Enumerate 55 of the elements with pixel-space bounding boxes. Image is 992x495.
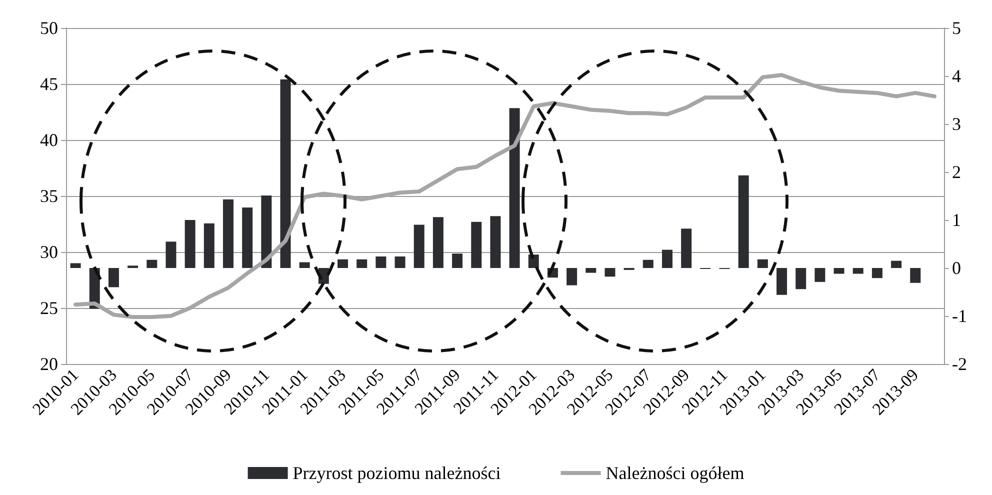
bar — [738, 175, 749, 268]
bar — [70, 263, 81, 268]
bar — [261, 196, 272, 268]
bar — [184, 220, 196, 268]
bar — [414, 224, 424, 268]
y2-tick-label: 3 — [952, 114, 961, 134]
y2-tick-label: 2 — [952, 162, 961, 182]
bar — [490, 216, 501, 268]
bar — [776, 268, 788, 295]
bar — [108, 268, 119, 288]
y-tick-label: 35 — [40, 186, 58, 206]
bar — [356, 259, 368, 268]
bar — [891, 260, 902, 268]
bar — [242, 208, 253, 268]
bar — [394, 256, 406, 268]
y-tick-label: 25 — [40, 298, 58, 318]
bar — [471, 222, 482, 268]
y2-tick-label: 0 — [952, 258, 961, 278]
bar — [204, 223, 214, 268]
bar — [432, 217, 444, 268]
legend-label: Należności ogółem — [606, 463, 744, 483]
bar — [796, 268, 806, 290]
bar — [834, 268, 844, 274]
bar — [872, 268, 882, 278]
bar — [642, 260, 654, 268]
bar — [566, 268, 578, 286]
bar — [299, 262, 310, 268]
bar — [376, 256, 386, 268]
y2-tick-label: 1 — [952, 210, 961, 230]
bar — [280, 79, 291, 268]
bar — [681, 228, 692, 268]
bar — [662, 250, 672, 268]
legend-label: Przyrost poziomu należności — [292, 463, 501, 483]
bar — [586, 268, 596, 273]
bar — [222, 199, 234, 268]
bar — [146, 260, 158, 268]
y2-tick-label: -1 — [952, 306, 967, 326]
y2-tick-label: 5 — [952, 18, 961, 38]
y2-tick-label: 4 — [952, 66, 961, 86]
y-tick-label: 30 — [40, 242, 58, 262]
y-tick-label: 50 — [40, 18, 58, 38]
bar — [852, 268, 864, 274]
y-tick-label: 45 — [40, 74, 58, 94]
bar — [509, 108, 520, 268]
y-tick-label: 20 — [40, 354, 58, 374]
y2-tick-label: -2 — [952, 354, 967, 374]
bar — [604, 268, 616, 277]
bar — [338, 259, 348, 268]
line-series — [74, 73, 936, 319]
y-tick-label: 40 — [40, 130, 58, 150]
bar — [814, 268, 826, 282]
bar — [452, 254, 463, 268]
bar — [910, 268, 921, 283]
bar — [757, 259, 768, 268]
bar — [166, 242, 176, 268]
